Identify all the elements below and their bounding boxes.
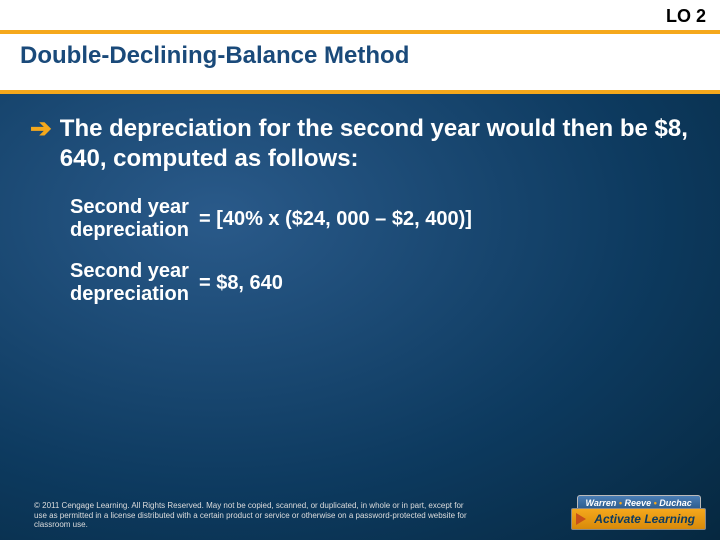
formula-label: Second year depreciation (70, 196, 189, 242)
logo-activate: Activate Learning (571, 508, 706, 530)
main-bullet-row: ➔ The depreciation for the second year w… (30, 114, 690, 174)
formula-value: = $8, 640 (199, 272, 283, 295)
lo-badge: LO 2 (666, 6, 706, 27)
footer: © 2011 Cengage Learning. All Rights Rese… (0, 492, 720, 530)
divider-bottom (0, 90, 720, 94)
slide-title: Double-Declining-Balance Method (20, 42, 409, 70)
formula-row: Second year depreciation = [40% x ($24, … (70, 196, 690, 242)
formula-label: Second year depreciation (70, 260, 189, 306)
formula-label-line1: Second year (70, 260, 189, 282)
play-arrow-icon (576, 513, 586, 525)
copyright-text: © 2011 Cengage Learning. All Rights Rese… (34, 501, 474, 530)
formula-label-line2: depreciation (70, 219, 189, 241)
logo-text: Activate Learning (594, 512, 695, 526)
formula-row: Second year depreciation = $8, 640 (70, 260, 690, 306)
header-section: LO 2 Double-Declining-Balance Method (0, 0, 720, 94)
main-bullet-text: The depreciation for the second year wou… (60, 114, 690, 174)
divider-top (0, 30, 720, 34)
formula-label-line1: Second year (70, 196, 189, 218)
formula-value: = [40% x ($24, 000 – $2, 400)] (199, 208, 472, 231)
publisher-logo: Warren • Reeve • Duchac Activate Learnin… (571, 492, 706, 530)
formula-label-line2: depreciation (70, 283, 189, 305)
content-area: ➔ The depreciation for the second year w… (0, 94, 720, 306)
arrow-bullet-icon: ➔ (30, 114, 52, 143)
